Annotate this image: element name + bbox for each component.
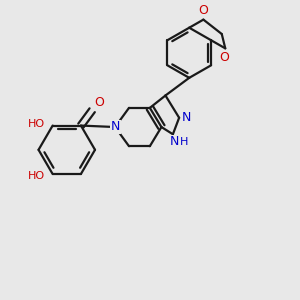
Text: N: N	[182, 111, 191, 124]
Text: N: N	[111, 120, 120, 133]
Text: HO: HO	[28, 170, 45, 181]
Text: HO: HO	[28, 119, 45, 129]
Text: N: N	[170, 135, 179, 148]
Text: H: H	[179, 137, 188, 147]
Text: O: O	[220, 51, 230, 64]
Text: O: O	[94, 96, 104, 109]
Text: O: O	[198, 4, 208, 17]
